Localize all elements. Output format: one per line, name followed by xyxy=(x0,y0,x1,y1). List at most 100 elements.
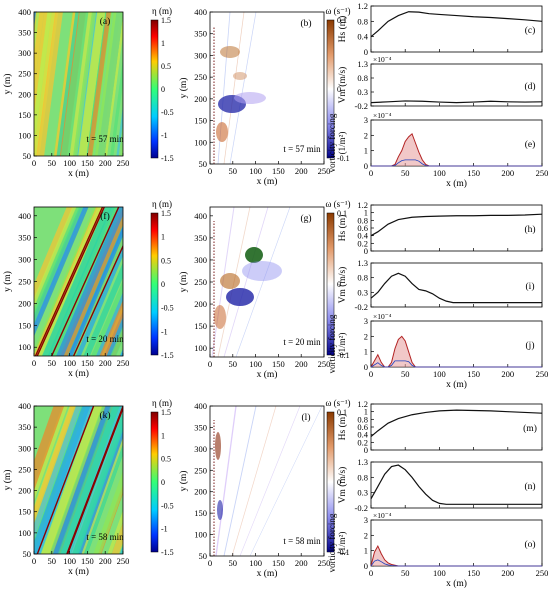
x-tick-label: 150 xyxy=(467,568,480,578)
y-axis-label: y (m) xyxy=(178,78,189,99)
x-tick-label: 0 xyxy=(208,359,212,369)
y-tick-label: 0 xyxy=(364,561,368,571)
y-axis-label: vorticity forcing xyxy=(327,513,337,572)
colorbar-title: ω (s⁻¹) xyxy=(325,398,350,408)
x-tick-label: 150 xyxy=(81,556,94,566)
panel-label: (k) xyxy=(99,410,110,421)
y-tick-label: 0 xyxy=(364,246,368,256)
line-panel-0-0-frame xyxy=(370,5,543,53)
y-tick-label: 0 xyxy=(364,47,368,57)
eta-crest xyxy=(34,207,80,314)
y-tick-label: 350 xyxy=(194,233,207,243)
vorticity-streak xyxy=(229,11,257,165)
eta-crest xyxy=(99,300,123,356)
x-tick-label: 200 xyxy=(295,558,308,568)
y-tick-label: 350 xyxy=(194,29,207,39)
y-tick-label: 250 xyxy=(18,277,31,287)
x-tick-label: 0 xyxy=(208,558,212,568)
vorticity-axes-1: 100 150 200 250 300 350 400 0 50 100 150 200 250 (g) t… xyxy=(178,206,330,380)
eta-crest xyxy=(34,12,63,156)
time-label: t = 20 min xyxy=(283,337,321,347)
colorbar-tick-label: 0.5 xyxy=(161,256,171,265)
y-tick-label: 1.3 xyxy=(357,59,368,69)
panel-label: (j) xyxy=(526,340,535,351)
eta-crest xyxy=(57,406,121,554)
x-tick-label: 200 xyxy=(99,556,112,566)
vorticity-axes-0-frame xyxy=(209,11,325,165)
y-tick-label: 1 xyxy=(364,146,368,156)
x-tick-label: 250 xyxy=(536,168,549,178)
y-axis-label: vorticity forcing xyxy=(327,314,337,373)
vorticity-streak xyxy=(223,206,269,358)
y-axis-unit: (1/m²) xyxy=(337,132,347,155)
panel-label: (b) xyxy=(300,18,311,29)
colorbar-tick-label: -0.1 xyxy=(337,548,350,557)
x-tick-label: 0 xyxy=(32,556,36,566)
vorticity-streak xyxy=(239,405,301,557)
colorbar-tick-label: -1.5 xyxy=(161,548,174,557)
vorticity-streak xyxy=(215,405,237,557)
eta-crest-dark xyxy=(66,406,123,554)
vorticity-eddy xyxy=(215,432,221,460)
time-label: t = 20 min xyxy=(86,334,124,344)
y-tick-label: 350 xyxy=(194,422,207,432)
x-tick-label: 150 xyxy=(272,166,285,176)
y-tick-label: 0.2 xyxy=(357,437,368,447)
y-axis-label: y (m) xyxy=(2,470,13,491)
x-tick-label: 250 xyxy=(117,158,130,168)
x-tick-label: 100 xyxy=(433,369,446,379)
eta-crest xyxy=(131,7,151,161)
y-tick-label: 100 xyxy=(194,343,207,353)
line-panel-2-0-frame xyxy=(370,403,543,451)
vorticity-colorbar-1: 0.1 0 -0.1 ω (s⁻¹) xyxy=(325,199,350,360)
y-axis-label: y (m) xyxy=(2,74,13,95)
eta-crest xyxy=(103,310,123,356)
line-panel-2-0: 00.20.40.60.811.2 (m) Hs (m) xyxy=(337,399,543,455)
vorticity-colorbar-0: 0.1 0 -0.1 ω (s⁻¹) xyxy=(325,6,350,163)
vorticity-field-2 xyxy=(210,405,324,557)
x-tick-label: 0 xyxy=(32,158,36,168)
x-tick-label: 250 xyxy=(318,166,331,176)
line-panel-2-1: -0.2 0.3 0.8 1.3 (n) Vm (m/s) xyxy=(337,457,543,513)
colorbar-tick-label: -1 xyxy=(161,525,168,534)
y-tick-label: 250 xyxy=(194,72,207,82)
forcing-area xyxy=(371,133,542,166)
y-tick-label: 250 xyxy=(18,69,31,79)
x-tick-label: 200 xyxy=(501,168,514,178)
vorticity-streak xyxy=(223,405,257,557)
eta-colorbar-1: 1.5 1 0.5 0 -0.5 -1 -1.5 η (m) xyxy=(150,199,174,360)
y-tick-label: 250 xyxy=(18,464,31,474)
eta-crest xyxy=(110,57,123,156)
y-tick-label: 400 xyxy=(194,7,207,17)
x-tick-label: 100 xyxy=(63,556,76,566)
y-tick-label: 150 xyxy=(194,508,207,518)
x-tick-label: 200 xyxy=(99,158,112,168)
y-tick-label: -0.2 xyxy=(355,101,368,111)
y-tick-label: 0 xyxy=(364,161,368,171)
x-tick-label: 50 xyxy=(401,568,410,578)
eta-crest xyxy=(72,411,123,554)
x-tick-label: 50 xyxy=(48,556,57,566)
y-tick-label: 0.6 xyxy=(357,422,368,432)
vorticity-eddy xyxy=(226,288,254,306)
y-tick-label: 400 xyxy=(18,7,31,17)
forcing-area xyxy=(371,336,542,367)
y-tick-label: 150 xyxy=(18,110,31,120)
eta-crest xyxy=(34,406,65,491)
vorticity-eddy xyxy=(220,273,240,289)
vorticity-eddy xyxy=(242,261,282,281)
eta-crest xyxy=(91,280,123,356)
eta-crest xyxy=(34,406,81,538)
y-tick-label: 100 xyxy=(18,528,31,538)
eta-field-2 xyxy=(34,406,123,554)
eta-crest xyxy=(41,207,113,356)
forcing-area xyxy=(371,546,542,566)
time-label: t = 58 min xyxy=(86,532,124,542)
eta-field-1 xyxy=(34,207,123,356)
vorticity-streak xyxy=(235,206,291,358)
x-tick-label: 150 xyxy=(81,158,94,168)
series-line xyxy=(370,409,543,438)
y-tick-label: 400 xyxy=(194,401,207,411)
